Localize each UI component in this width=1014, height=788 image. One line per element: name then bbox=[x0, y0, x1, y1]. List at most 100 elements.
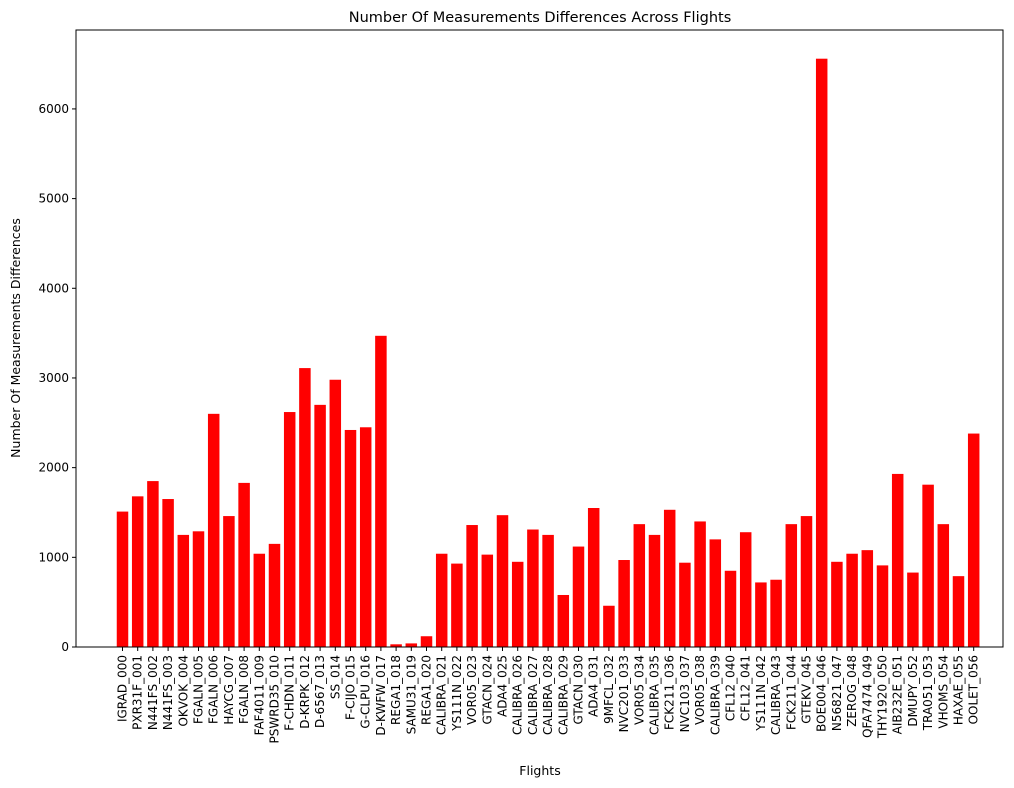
bar-CFL12_040 bbox=[724, 570, 737, 647]
bar-D-6567_013 bbox=[314, 404, 326, 647]
x-tick-label: GTACN_024 bbox=[480, 655, 494, 725]
bar-ADA4_025 bbox=[496, 515, 509, 647]
bar-CALIBRA_026 bbox=[511, 561, 524, 647]
x-tick-label: VOR05_023 bbox=[465, 655, 479, 725]
y-tick-label: 4000 bbox=[38, 281, 69, 295]
x-tick-label: CALIBRA_021 bbox=[435, 655, 449, 735]
x-tick-label: GTACN_030 bbox=[572, 655, 586, 725]
x-tick-label: YS111N_042 bbox=[754, 655, 768, 732]
bar-D-KWFW_017 bbox=[375, 335, 387, 647]
x-tick-label: OOLET_056 bbox=[967, 655, 981, 724]
bar-FGALN_008 bbox=[238, 482, 250, 647]
x-tick-label: SAMU31_019 bbox=[404, 655, 418, 734]
bar-PXR31F_001 bbox=[131, 496, 144, 647]
x-tick-label: CFL12_041 bbox=[739, 655, 753, 721]
bar-QFA7474_049 bbox=[861, 550, 874, 647]
bar-OKVOK_004 bbox=[177, 534, 190, 647]
x-tick-label: N441FS_002 bbox=[146, 655, 160, 730]
bar-VHOMS_054 bbox=[937, 524, 950, 647]
bar-CALIBRA_035 bbox=[648, 534, 661, 647]
bars-group bbox=[116, 58, 980, 647]
bar-CALIBRA_027 bbox=[527, 529, 539, 647]
x-tick-label: PXR31F_001 bbox=[131, 655, 145, 730]
x-tick-label: THY1920_050 bbox=[876, 655, 890, 739]
x-tick-label: CFL12_040 bbox=[724, 655, 738, 721]
bar-REGA1_020 bbox=[420, 636, 433, 647]
bar-GTACN_024 bbox=[481, 554, 494, 647]
bar-F-CHDN_011 bbox=[283, 412, 296, 647]
x-tick-label: D-6567_013 bbox=[313, 655, 327, 728]
bar-YS111N_042 bbox=[755, 582, 767, 647]
bar-REGA1_018 bbox=[390, 644, 402, 647]
bar-FCK211_044 bbox=[785, 524, 798, 647]
x-tick-label: FCK211_044 bbox=[784, 655, 798, 730]
x-tick-label: FGALN_008 bbox=[237, 655, 251, 724]
bar-VOR05_034 bbox=[633, 524, 646, 647]
x-tick-label: PSWRD35_010 bbox=[268, 655, 282, 743]
x-tick-label: FGALN_005 bbox=[192, 655, 206, 724]
bar-N441FS_002 bbox=[147, 481, 159, 647]
x-tick-label: ZEROG_048 bbox=[845, 655, 859, 727]
bar-CALIBRA_029 bbox=[557, 594, 570, 647]
x-tick-label: AIB232E_051 bbox=[891, 655, 905, 734]
x-tick-label: SS_014 bbox=[328, 655, 342, 699]
bar-CALIBRA_043 bbox=[770, 579, 782, 647]
x-tick-label: FAF4011_009 bbox=[252, 655, 266, 735]
bar-CALIBRA_021 bbox=[435, 553, 448, 647]
bar-PSWRD35_010 bbox=[268, 543, 281, 647]
x-tick-label: HAXAE_055 bbox=[952, 655, 966, 725]
y-tick-label: 0 bbox=[61, 640, 69, 654]
x-tick-label: CALIBRA_029 bbox=[556, 655, 570, 735]
bar-CFL12_041 bbox=[739, 532, 752, 647]
bar-YS111N_022 bbox=[451, 563, 463, 647]
x-tick-label: TRA051_053 bbox=[921, 655, 935, 731]
x-tick-label: FGALN_006 bbox=[207, 655, 221, 724]
y-tick-label: 6000 bbox=[38, 102, 69, 116]
bar-SAMU31_019 bbox=[405, 643, 418, 647]
bar-CALIBRA_028 bbox=[542, 534, 554, 647]
x-tick-label: 9MFCL_032 bbox=[602, 655, 616, 724]
bar-SS_014 bbox=[329, 379, 342, 647]
bar-OOLET_056 bbox=[967, 433, 980, 647]
x-tick-label: ADA4_025 bbox=[496, 655, 510, 717]
x-axis: IGRAD_000 PXR31F_001 N441FS_002 N441FS_003 O… bbox=[116, 647, 981, 743]
bar-N441FS_003 bbox=[162, 499, 174, 647]
bar-GTEKV_045 bbox=[800, 516, 813, 647]
x-tick-label: D-KWFW_017 bbox=[374, 655, 388, 736]
x-tick-label: F-CHDN_011 bbox=[283, 655, 297, 731]
y-tick-label: 3000 bbox=[38, 371, 69, 385]
bar-BOE004_046 bbox=[815, 58, 828, 647]
x-tick-label: VOR05_038 bbox=[693, 655, 707, 725]
x-tick-label: HAYCG_007 bbox=[222, 655, 236, 725]
x-tick-label: NVC201_033 bbox=[617, 655, 631, 732]
x-tick-label: VOR05_034 bbox=[632, 655, 646, 725]
x-tick-label: CALIBRA_028 bbox=[541, 655, 555, 735]
x-tick-label: DMUPY_052 bbox=[906, 655, 920, 727]
y-axis-label: Number Of Measurements Differences bbox=[8, 218, 23, 458]
x-tick-label: N56821_047 bbox=[830, 655, 844, 731]
x-tick-label: N441FS_003 bbox=[161, 655, 175, 730]
bar-IGRAD_000 bbox=[116, 511, 129, 647]
x-tick-label: CALIBRA_026 bbox=[511, 655, 525, 735]
x-tick-label: G-CLPU_016 bbox=[359, 655, 373, 729]
x-tick-label: IGRAD_000 bbox=[116, 655, 130, 722]
plot-frame bbox=[75, 29, 1004, 648]
x-tick-label: FCK211_036 bbox=[663, 655, 677, 730]
x-tick-label: D-KRPK_012 bbox=[298, 655, 312, 729]
x-tick-label: ADA4_031 bbox=[587, 655, 601, 717]
x-tick-label: CALIBRA_035 bbox=[648, 655, 662, 735]
bar-AIB232E_051 bbox=[891, 473, 904, 647]
bar-N56821_047 bbox=[831, 561, 843, 647]
bar-VOR05_038 bbox=[694, 521, 706, 647]
y-axis: 0 1000 2000 3000 4000 5000 6000 bbox=[38, 102, 76, 654]
bar-HAYCG_007 bbox=[223, 516, 235, 647]
bar-GTACN_030 bbox=[572, 546, 585, 647]
bar-FGALN_006 bbox=[207, 413, 220, 647]
bar-D-KRPK_012 bbox=[299, 368, 311, 647]
y-tick-label: 5000 bbox=[38, 192, 69, 206]
x-tick-label: CALIBRA_043 bbox=[769, 655, 783, 735]
x-tick-label: CALIBRA_039 bbox=[708, 655, 722, 735]
bar-FGALN_005 bbox=[192, 531, 205, 647]
x-tick-label: OKVOK_004 bbox=[176, 655, 190, 727]
x-tick-label: REGA1_018 bbox=[389, 655, 403, 725]
